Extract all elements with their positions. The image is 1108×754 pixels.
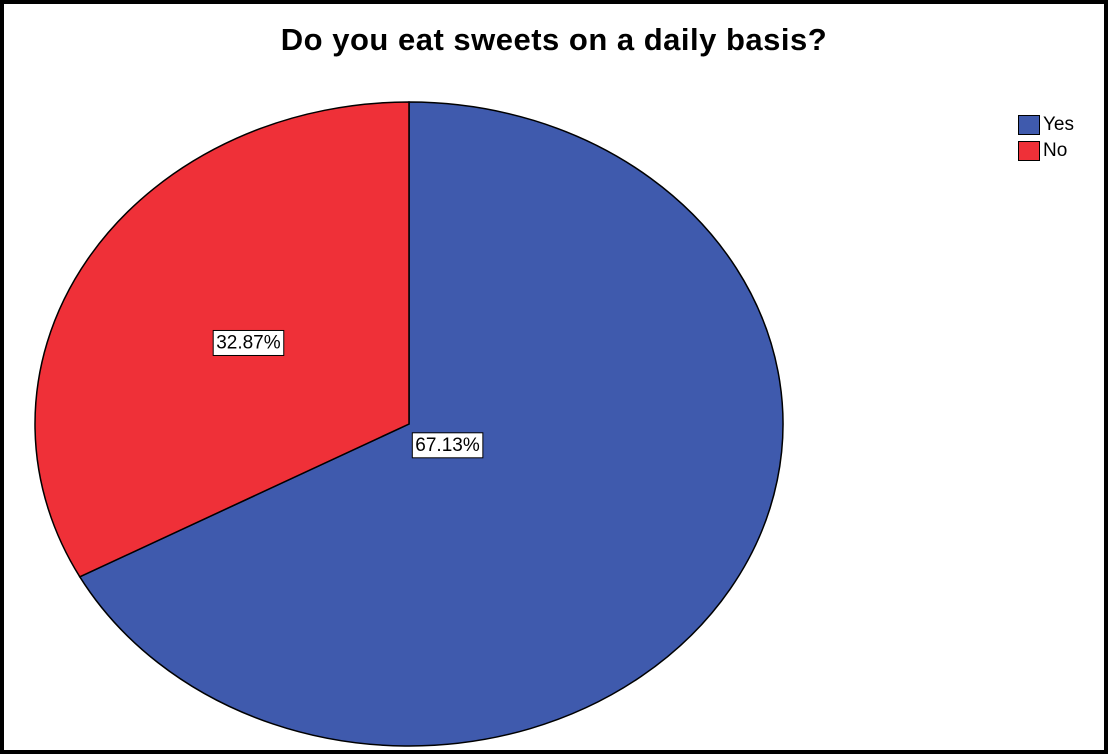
legend-label-yes: Yes: [1043, 114, 1074, 135]
data-label-no: 32.87%: [212, 329, 285, 356]
data-label-yes: 67.13%: [411, 432, 484, 459]
chart-title: Do you eat sweets on a daily basis?: [280, 22, 828, 57]
legend-label-no: No: [1043, 140, 1068, 161]
data-label-box-no: [212, 329, 285, 356]
legend: Yes No: [1018, 112, 1074, 164]
legend-item-yes: Yes: [1018, 112, 1074, 138]
pie-chart: 67.13% 32.87%: [34, 101, 784, 747]
pie-slice-yes: [78, 101, 784, 747]
data-label-box-yes: [411, 432, 484, 459]
data-label-text-no: 32.87%: [216, 332, 281, 353]
data-label-text-yes: 67.13%: [415, 435, 480, 456]
legend-swatch-no: [1018, 141, 1040, 161]
legend-item-no: No: [1018, 138, 1074, 164]
legend-swatch-yes: [1018, 115, 1040, 135]
